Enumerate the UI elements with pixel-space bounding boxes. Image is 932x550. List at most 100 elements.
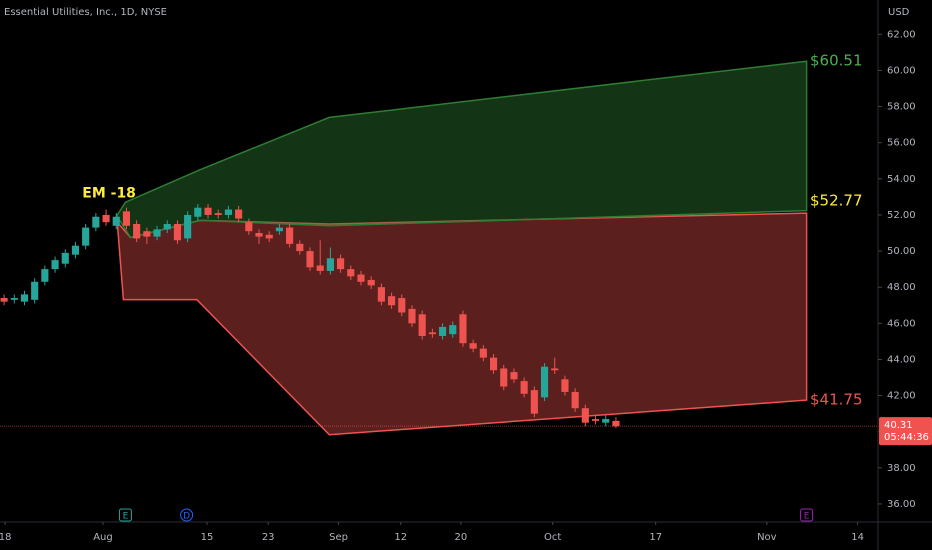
- candle-body: [214, 213, 222, 215]
- candle-body: [540, 366, 549, 398]
- candle-body: [326, 258, 334, 271]
- x-tick-label: 20: [455, 532, 468, 543]
- candle-body: [173, 223, 182, 241]
- y-tick-label: 48.00: [887, 282, 916, 293]
- candle-body: [357, 274, 365, 282]
- event-label: E: [123, 512, 129, 522]
- countdown: 05:44:36: [884, 432, 929, 443]
- candle-body: [133, 223, 141, 239]
- y-tick-label: 60.00: [887, 65, 916, 76]
- candle-body: [102, 214, 110, 223]
- candle-body: [602, 419, 610, 423]
- last-price: 40.31: [884, 420, 913, 431]
- candle-body: [255, 233, 263, 237]
- candle-body: [194, 207, 202, 217]
- price-tag: [879, 417, 932, 446]
- y-tick-label: 58.00: [887, 102, 916, 113]
- candle-body: [286, 227, 294, 244]
- candle-body: [245, 222, 253, 232]
- y-tick-label: 56.00: [887, 138, 916, 149]
- x-tick-label: Oct: [544, 532, 561, 543]
- candle-body: [235, 209, 243, 219]
- event-label: E: [804, 512, 810, 522]
- chart-title: Essential Utilities, Inc., 1D, NYSE: [4, 7, 167, 18]
- candle-body: [489, 357, 498, 371]
- y-tick-label: 36.00: [887, 499, 916, 510]
- candle-body: [408, 308, 416, 324]
- y-tick-label: 50.00: [887, 246, 916, 257]
- x-tick-label: Nov: [757, 532, 777, 543]
- x-tick-label: 12: [394, 532, 407, 543]
- candle-body: [61, 252, 69, 264]
- candle-body: [530, 390, 538, 414]
- candle-body: [82, 227, 90, 246]
- event-marker: [118, 508, 132, 522]
- candle-body: [561, 379, 569, 392]
- candle-body: [418, 314, 426, 336]
- candle-body: [224, 209, 232, 215]
- candle-body: [10, 298, 18, 300]
- candle-body: [112, 216, 120, 226]
- x-tick-label: 18: [0, 532, 11, 543]
- candle-body: [275, 227, 283, 232]
- level-label: $52.77: [810, 192, 863, 210]
- x-tick-label: Sep: [329, 532, 348, 543]
- y-tick-label: 52.00: [887, 210, 916, 221]
- candle-body: [296, 243, 304, 252]
- candle-body: [184, 214, 192, 239]
- x-tick-label: 17: [649, 532, 662, 543]
- candle-body: [367, 279, 375, 286]
- candle-body: [337, 258, 345, 270]
- candle-body: [20, 294, 29, 302]
- candle-body: [428, 332, 436, 335]
- candle-body: [153, 229, 161, 237]
- candle-body: [0, 298, 8, 302]
- candle-body: [571, 391, 579, 409]
- event-marker: [180, 508, 194, 522]
- candle-body: [347, 269, 355, 277]
- candle-body: [581, 408, 589, 423]
- candle-body: [612, 420, 620, 427]
- candle-body: [265, 234, 273, 239]
- x-tick-label: 15: [201, 532, 214, 543]
- candle-body: [316, 265, 324, 271]
- x-tick-label: Aug: [93, 532, 113, 543]
- candle-body: [551, 368, 559, 371]
- candle-body: [510, 372, 518, 380]
- candle-body: [479, 348, 487, 358]
- candle-body: [459, 314, 467, 344]
- candle-body: [31, 281, 39, 300]
- level-label: $41.75: [810, 391, 863, 409]
- candle-body: [122, 211, 131, 226]
- candle-body: [71, 245, 80, 255]
- candle-body: [51, 260, 59, 270]
- currency: USD: [888, 7, 910, 18]
- candle-body: [439, 326, 447, 336]
- y-tick-label: 42.00: [887, 391, 916, 402]
- candle-body: [591, 419, 600, 421]
- y-tick-label: 44.00: [887, 354, 916, 365]
- candle-body: [163, 223, 171, 230]
- x-tick-label: 14: [851, 532, 864, 543]
- event-marker: [800, 508, 814, 522]
- y-tick-label: 46.00: [887, 318, 916, 329]
- candle-body: [469, 343, 477, 349]
- candle-body: [92, 216, 100, 228]
- candle-body: [306, 251, 314, 268]
- candle-body: [520, 381, 528, 394]
- candle-body: [388, 296, 396, 306]
- candle-body: [398, 298, 406, 313]
- candle-body: [41, 269, 49, 282]
- y-tick-label: 54.00: [887, 174, 916, 185]
- candle-body: [449, 325, 457, 335]
- candle-body: [377, 287, 385, 302]
- y-tick-label: 62.00: [887, 29, 916, 40]
- y-tick-label: 38.00: [887, 463, 916, 474]
- annotation: EM -18: [82, 185, 136, 201]
- candle-body: [500, 368, 508, 387]
- candle-body: [204, 207, 212, 215]
- level-label: $60.51: [810, 52, 863, 70]
- bull-zone: [116, 60, 808, 239]
